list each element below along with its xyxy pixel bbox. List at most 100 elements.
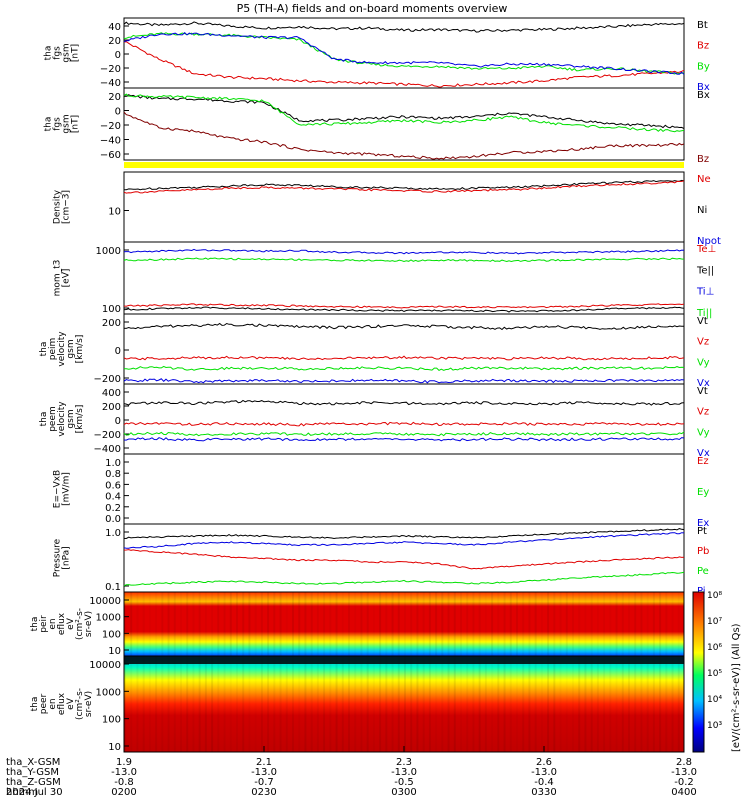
spectrogram-streak (335, 656, 338, 752)
spectrogram-streak (621, 656, 624, 752)
spectrogram-streak (416, 656, 419, 752)
x-row-value: 0300 (391, 787, 416, 798)
y-tick-label: 10 (108, 207, 121, 218)
y-label-line: eflux (57, 612, 67, 635)
legend-entry: Bx (697, 90, 710, 101)
spectrogram-streak (522, 656, 525, 752)
y-tick-label: 100 (102, 629, 121, 640)
spectrogram-streak (665, 592, 668, 656)
panel-10: 10000 1000 100 10 tha peer en eflux eV (cm²-s-sr-… (30, 655, 685, 753)
spectrogram-streak (161, 656, 163, 752)
x-date: 2024 Jul 30 (6, 787, 63, 798)
series-line (123, 179, 685, 191)
y-ticks: 10 (108, 207, 129, 218)
spectrogram-streak (460, 592, 462, 656)
y-label-line: eV (66, 697, 76, 710)
y-label-line: gsm (62, 43, 72, 62)
series-line (123, 93, 685, 133)
spectrogram-streak (373, 656, 375, 752)
spectrogram-streak (478, 656, 481, 752)
y-label-line: velocity (57, 401, 67, 437)
spectrogram-streak (553, 592, 556, 656)
y-label-line: peem (48, 406, 58, 432)
spectrogram-streak (678, 592, 680, 656)
spectrogram-streak (180, 656, 182, 752)
spectrogram-streak (484, 656, 487, 752)
spectrogram-streak (323, 656, 326, 752)
y-label-line: tha (44, 117, 54, 132)
spectrogram-streak (255, 656, 257, 752)
spectrogram-streak (584, 592, 586, 656)
legend-entry: Vx (697, 448, 710, 459)
colorbar-tick-label: 10⁷ (707, 617, 722, 627)
spectrogram-streak (192, 592, 194, 656)
y-tick-label: −200 (94, 430, 121, 441)
spectrogram-streak (198, 656, 201, 752)
y-label-line: [cm−3] (62, 190, 72, 224)
spectrogram-streak (497, 592, 499, 656)
spectrogram-streak (223, 656, 226, 752)
spectrogram-streak (616, 656, 618, 752)
y-label-line: peir (39, 615, 49, 633)
spectrogram-streak (260, 656, 263, 752)
spectrogram-streak (603, 592, 605, 656)
y-tick-label: 1000 (96, 613, 121, 624)
spectrogram-streak (391, 656, 394, 752)
y-tick-label: 10000 (89, 596, 121, 607)
series-line (123, 549, 685, 570)
y-label-line: Density (53, 189, 63, 224)
legend-entry: Bt (697, 20, 708, 31)
spectrogram-streak (236, 592, 238, 656)
series-line (123, 248, 685, 255)
series-line (123, 303, 685, 309)
y-tick-label: 10 (108, 646, 121, 657)
legend-entry: Pe (697, 566, 709, 577)
spectrogram-streak (416, 592, 419, 656)
y-tick-label: 0.0 (105, 514, 121, 525)
spectrogram-streak (615, 592, 618, 656)
legend-entry: Vy (697, 357, 710, 368)
spectrogram-streak (242, 592, 245, 656)
x-row-value: 0200 (111, 787, 136, 798)
spectrogram-streak (559, 592, 562, 656)
y-ticks: 200 0 −200 (94, 318, 129, 385)
spectrogram-streak (640, 592, 643, 656)
y-label-line: fgs (53, 117, 63, 131)
spectrogram-streak (584, 656, 587, 752)
x-row-label: tha_Z-GSM (6, 777, 61, 788)
x-row-label: tha_X-GSM (6, 757, 60, 768)
x-row-value: -13.0 (251, 767, 277, 778)
colorbar: 10⁸ 10⁷ 10⁶ 10⁵ 10⁴ 10³ [eV/(cm²-s-sr-eV)] (A… (692, 591, 742, 753)
series-line (123, 180, 685, 194)
spectrogram-streak (497, 656, 500, 752)
y-label-line: en (48, 698, 58, 709)
spectrogram-streak (155, 656, 158, 752)
legend-entry: Ti⊥ (696, 287, 714, 298)
spectrogram-streak (397, 592, 400, 656)
y-tick-label: 20 (108, 92, 121, 103)
y-tick-label: 0.8 (105, 469, 121, 480)
y-label-line: (cm²-s- (75, 608, 85, 640)
series-line (123, 571, 685, 587)
spectrogram-streak (547, 656, 550, 752)
y-tick-label: 1.0 (105, 528, 121, 539)
spectrogram-streak (665, 656, 668, 752)
spectrogram-streak (672, 592, 674, 656)
spectrogram-streak (149, 656, 151, 752)
spectrogram-streak (341, 656, 344, 752)
series-line (123, 32, 685, 75)
spectrogram-streak (646, 656, 649, 752)
spectrogram-streak (180, 592, 182, 656)
panel-7: 1.00.80.60.40.20.0 E=−VxB [mV/m] Ez Ey Ex (53, 453, 709, 529)
y-label-line: tha (39, 342, 49, 357)
legend-entry: Ex (697, 518, 709, 529)
series-line (123, 431, 685, 437)
spectrogram-streak (385, 592, 388, 656)
y-tick-label: 40 (108, 22, 121, 33)
y-label: tha peim velocity gsm [km/s] (39, 331, 85, 367)
spectrogram-streak (634, 592, 637, 656)
panel-2: 20 0 −20 −40 −60 tha fgs gsm [nT] Bx Bz (44, 87, 710, 165)
spectrogram-streak (348, 656, 350, 752)
y-label-line: Pressure (53, 538, 63, 577)
